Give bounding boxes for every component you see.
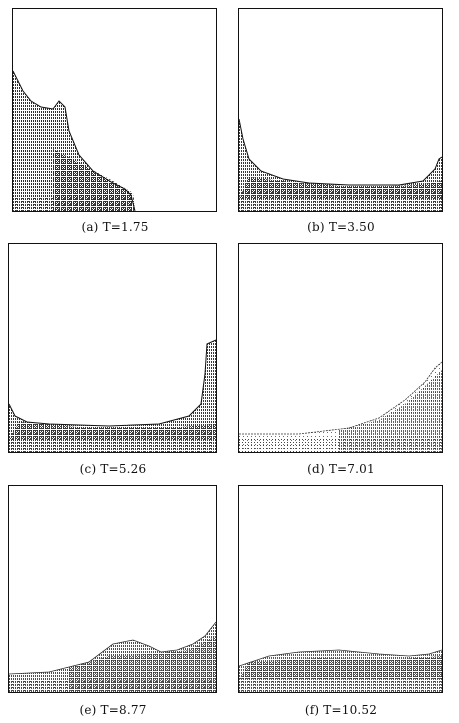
panel-a-flow-field xyxy=(13,70,136,211)
panel-f-caption: (f) T=10.52 xyxy=(304,703,378,717)
panel-e-frame xyxy=(8,485,217,693)
panel-d-frame xyxy=(238,243,443,453)
panel-c-flow-field xyxy=(9,339,216,452)
panel-b-flow-field xyxy=(239,118,442,211)
panel-b-caption: (b) T=3.50 xyxy=(307,220,375,234)
panel-a-caption: (a) T=1.75 xyxy=(81,220,149,234)
panel-d-caption: (d) T=7.01 xyxy=(307,462,375,476)
panel-c-frame xyxy=(8,243,217,453)
panel-e-flow-field xyxy=(9,621,216,692)
panel-f-flow-field xyxy=(239,649,442,692)
panel-a-frame xyxy=(12,8,217,212)
panel-c-caption: (c) T=5.26 xyxy=(79,462,147,476)
panel-b-frame xyxy=(238,8,443,212)
panel-f-frame xyxy=(238,485,443,693)
panel-e-caption: (e) T=8.77 xyxy=(79,703,147,717)
panel-d-flow-field xyxy=(239,361,442,452)
